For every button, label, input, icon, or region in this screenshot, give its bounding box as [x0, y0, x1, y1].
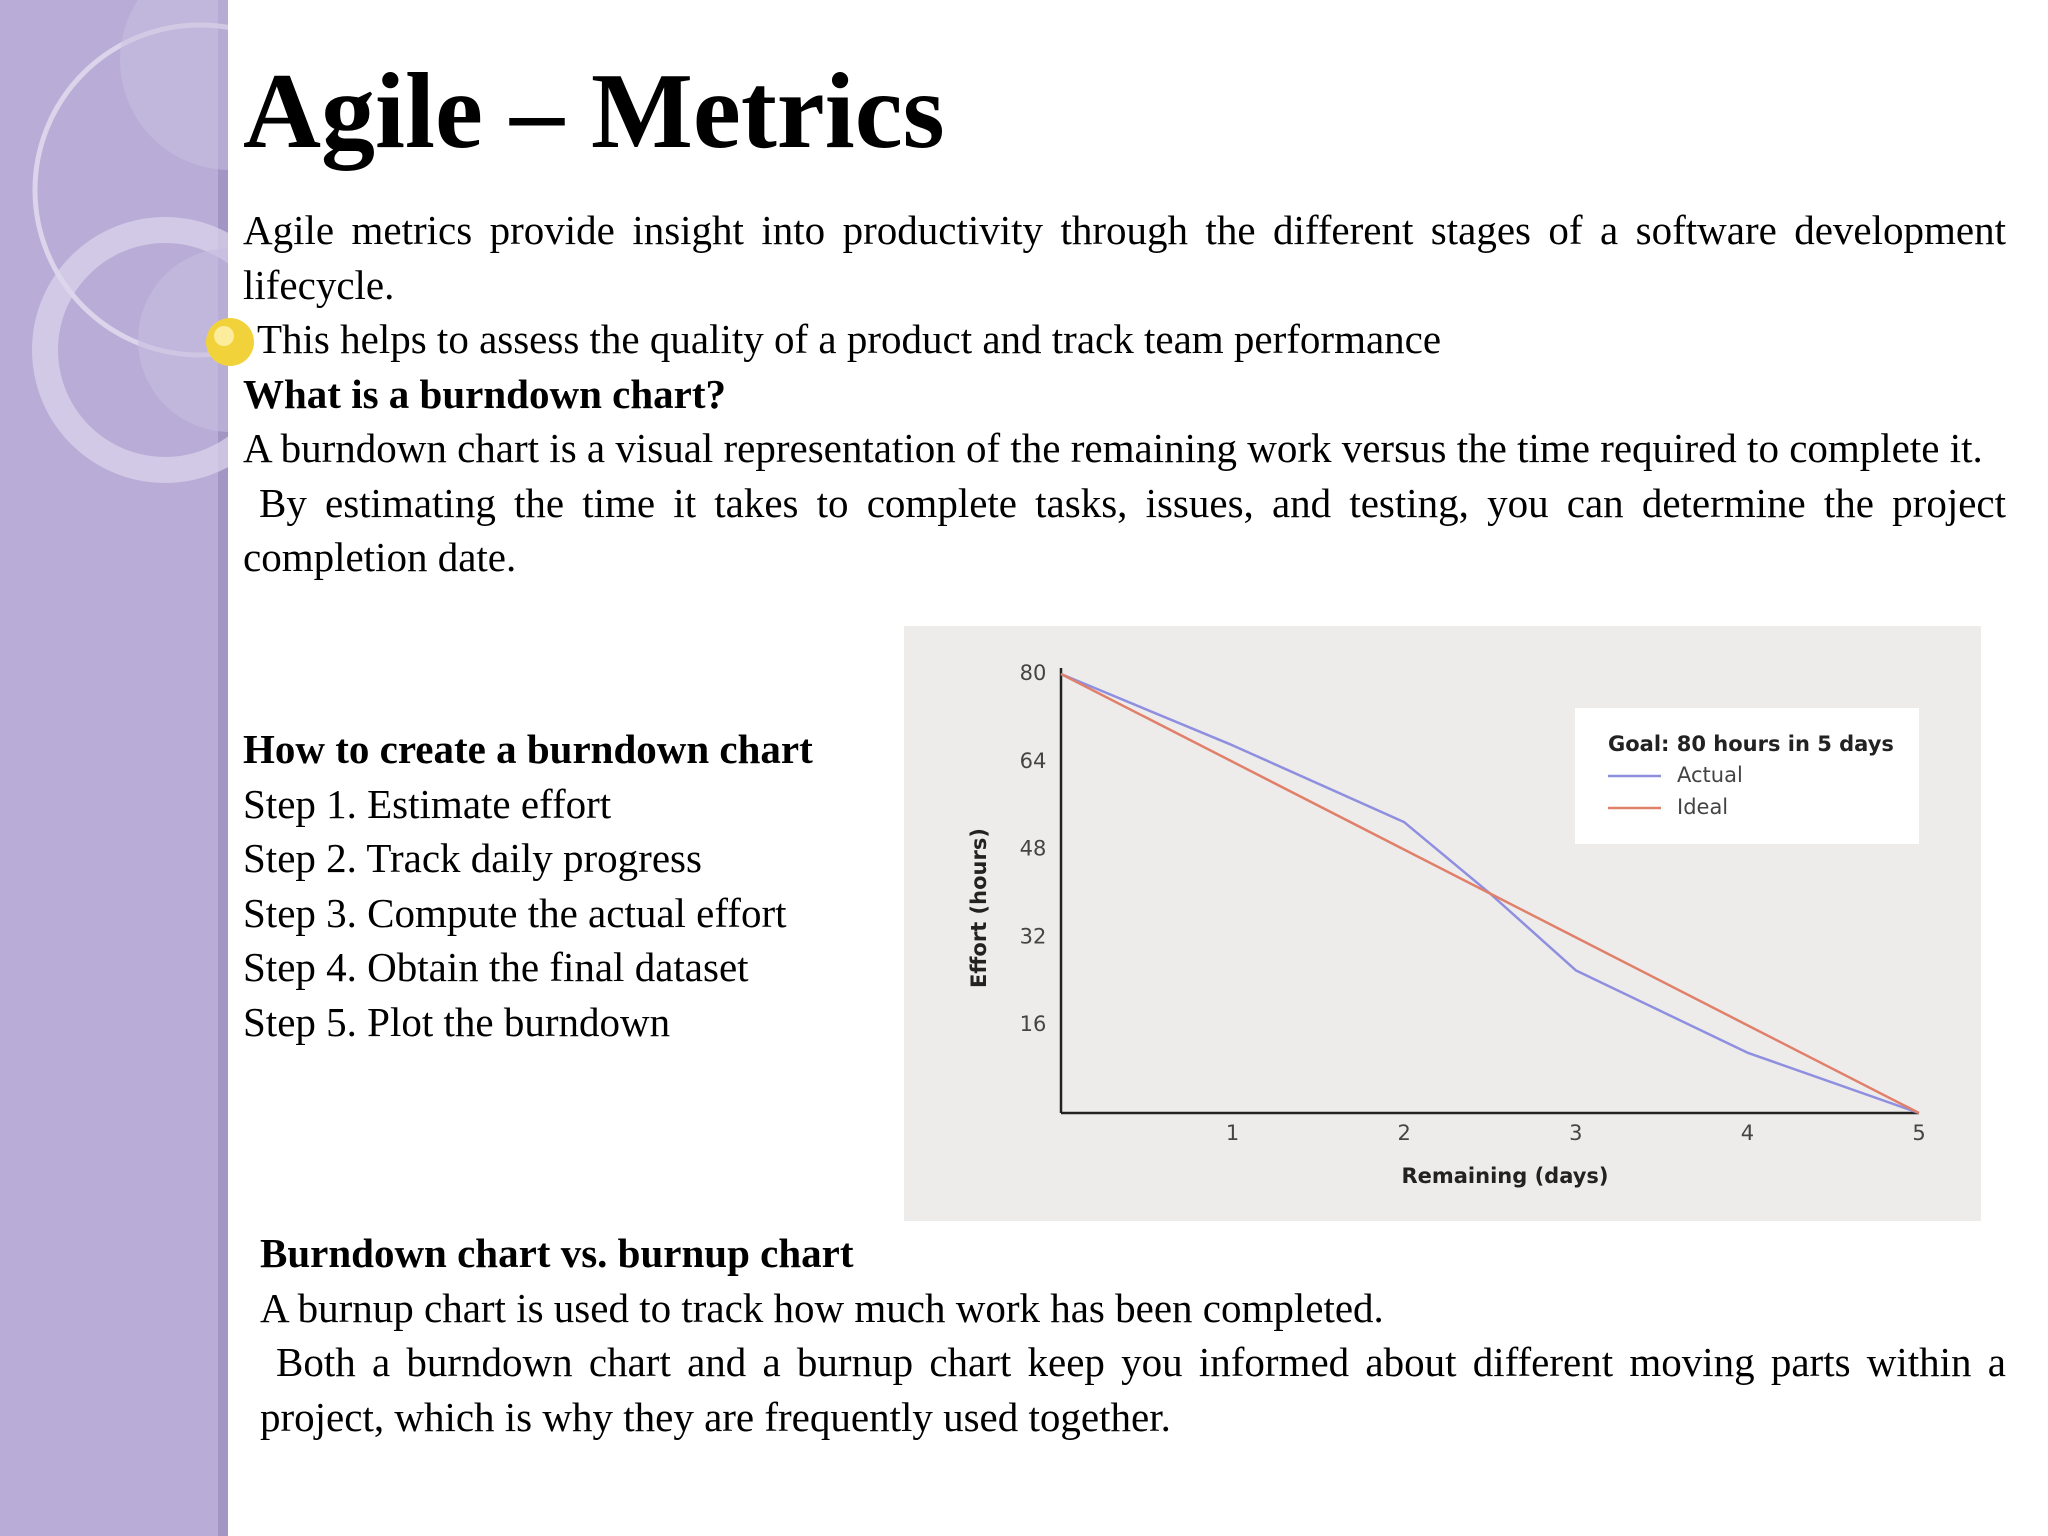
- step: Step 1. Estimate effort: [243, 780, 612, 827]
- body-bottom: Burndown chart vs. burnup chart A burnup…: [260, 1226, 2006, 1444]
- y-tick-label: 64: [1020, 749, 1047, 773]
- paragraph: By estimating the time it takes to compl…: [243, 479, 2006, 581]
- x-tick-label: 3: [1569, 1121, 1582, 1145]
- step: Step 2. Track daily progress: [243, 835, 702, 881]
- y-axis-label: Effort (hours): [967, 828, 991, 988]
- step: Step 4. Obtain the final dataset: [243, 944, 749, 990]
- legend-label: Ideal: [1677, 795, 1728, 819]
- y-tick-label: 80: [1020, 661, 1047, 685]
- paragraph: A burnup chart is used to track how much…: [260, 1284, 1384, 1331]
- heading: What is a burndown chart?: [243, 370, 726, 417]
- x-tick-label: 4: [1741, 1121, 1754, 1145]
- slide-title: Agile – Metrics: [243, 52, 945, 171]
- side-band: [0, 0, 228, 1536]
- paragraph: A burndown chart is a visual representat…: [243, 425, 1983, 471]
- steps-list: Step 1. Estimate effort Step 2. Track dai…: [243, 777, 903, 1050]
- paragraph: This helps to assess the quality of a pr…: [257, 316, 1442, 362]
- x-axis-label: Remaining (days): [1401, 1164, 1608, 1188]
- body-top: Agile metrics provide insight into produ…: [243, 203, 2006, 585]
- burndown-chart: 16 32 48 64 80 1 2 3 4 5 Remaining (days) Effort (h…: [904, 626, 1981, 1221]
- steps-block: How to create a burndown chart Step 1. E…: [243, 722, 903, 1049]
- legend-label: Actual: [1677, 763, 1743, 787]
- step: Step 3. Compute the actual effort: [243, 889, 787, 936]
- y-tick-label: 48: [1020, 837, 1047, 861]
- paragraph: Agile metrics provide insight into produ…: [243, 207, 2006, 308]
- y-tick-label: 32: [1020, 924, 1047, 948]
- legend-title: Goal: 80 hours in 5 days: [1608, 732, 1894, 756]
- heading: Burndown chart vs. burnup chart: [260, 1230, 854, 1276]
- x-tick-label: 2: [1398, 1121, 1411, 1145]
- bullet-dot: [206, 318, 254, 366]
- paragraph: Both a burndown chart and a burnup chart…: [260, 1339, 2006, 1440]
- x-tick-label: 5: [1912, 1121, 1925, 1145]
- step: Step 5. Plot the burndown: [243, 998, 671, 1045]
- y-tick-label: 16: [1020, 1012, 1047, 1036]
- heading: How to create a burndown chart: [243, 726, 813, 772]
- series-line: [1060, 672, 1920, 1115]
- x-tick-label: 1: [1226, 1121, 1239, 1145]
